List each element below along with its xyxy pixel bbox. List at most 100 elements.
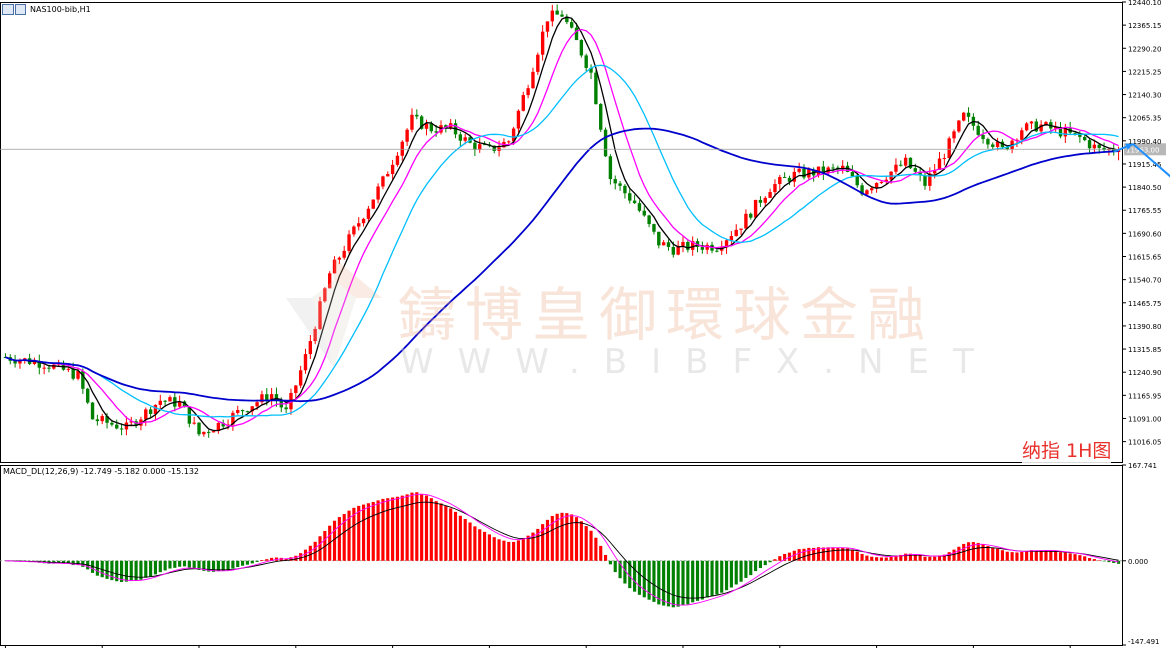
- bear-candle: [265, 394, 269, 402]
- bull-candle: [768, 192, 772, 198]
- bear-candle: [632, 200, 637, 204]
- bear-candle: [105, 416, 109, 423]
- bear-candle: [908, 157, 913, 169]
- y-tick-label: 11315.85: [1128, 346, 1161, 354]
- macd-pane-frame: [0, 465, 1123, 646]
- bear-candle: [182, 401, 187, 408]
- bear-candle: [599, 104, 603, 130]
- bull-candle: [400, 141, 404, 156]
- bear-candle: [555, 10, 559, 15]
- bull-candle: [884, 179, 888, 182]
- bull-candle: [313, 328, 317, 342]
- y-tick-label: 12065.35: [1128, 115, 1161, 123]
- bull-candle: [841, 165, 845, 169]
- bull-candle: [390, 164, 395, 175]
- bull-candle: [739, 228, 743, 230]
- bull-candle: [531, 71, 535, 89]
- macd-y-tick-label: 167.741: [1128, 462, 1157, 470]
- y-tick-label: 11240.90: [1128, 369, 1161, 377]
- bull-candle: [1029, 121, 1034, 124]
- bull-candle: [231, 412, 235, 425]
- bear-candle: [584, 55, 588, 68]
- bear-candle: [574, 27, 579, 41]
- bear-candle: [13, 360, 17, 364]
- bear-candle: [115, 424, 119, 429]
- bear-candle: [245, 411, 250, 413]
- y-tick-label: 11615.65: [1128, 254, 1161, 262]
- bear-candle: [991, 144, 995, 147]
- bull-candle: [298, 370, 303, 386]
- bear-candle: [90, 402, 95, 420]
- bull-candle: [724, 240, 729, 248]
- macd-y-tick-label: -147.491: [1128, 638, 1159, 646]
- bear-candle: [434, 131, 438, 133]
- bear-candle: [821, 166, 826, 174]
- bear-candle: [652, 224, 656, 232]
- bear-candle: [444, 125, 448, 128]
- y-tick-label: 12365.15: [1128, 22, 1161, 30]
- bull-candle: [18, 360, 22, 364]
- bull-candle: [216, 422, 221, 432]
- bear-candle: [647, 215, 651, 225]
- bear-candle: [419, 116, 424, 129]
- bull-candle: [153, 404, 158, 414]
- bull-candle: [76, 371, 80, 379]
- bull-candle: [536, 54, 540, 72]
- bear-candle: [589, 67, 593, 73]
- bear-candle: [671, 246, 676, 255]
- bull-candle: [463, 137, 467, 141]
- bear-candle: [986, 139, 990, 145]
- bull-candle: [1024, 123, 1029, 131]
- bear-candle: [565, 16, 569, 23]
- watermark-company: 鑄博皇御環球金融: [398, 281, 935, 349]
- bear-candle: [981, 134, 985, 140]
- bull-candle: [879, 181, 884, 183]
- bull-candle: [323, 288, 327, 302]
- bull-candle: [42, 367, 46, 369]
- y-tick-label: 11765.55: [1128, 207, 1161, 215]
- bull-candle: [236, 410, 240, 413]
- bull-candle: [478, 144, 482, 150]
- bull-candle: [192, 422, 196, 424]
- bull-candle: [405, 129, 409, 142]
- bull-candle: [521, 95, 525, 111]
- bull-candle: [100, 416, 104, 422]
- ma-line-medium: [5, 28, 1119, 427]
- y-tick-label: 11990.40: [1128, 138, 1161, 146]
- bull-candle: [932, 169, 937, 174]
- bull-candle: [942, 158, 947, 160]
- bull-candle: [308, 341, 313, 355]
- bull-candle: [202, 431, 206, 435]
- bull-candle: [410, 114, 414, 130]
- bear-candle: [642, 210, 646, 216]
- bear-candle: [758, 199, 763, 203]
- bull-candle: [294, 385, 298, 393]
- bear-candle: [429, 123, 434, 132]
- y-tick-label: 12290.20: [1128, 45, 1161, 53]
- bull-candle: [690, 241, 695, 250]
- bear-candle: [1005, 147, 1009, 150]
- bear-candle: [966, 112, 971, 117]
- bull-candle: [66, 368, 71, 370]
- y-tick-label: 11540.70: [1128, 277, 1161, 285]
- bull-candle: [962, 112, 966, 121]
- y-tick-label: 11390.80: [1128, 323, 1161, 331]
- bull-candle: [937, 158, 942, 170]
- bear-candle: [666, 242, 671, 247]
- bull-candle: [168, 397, 172, 402]
- bear-candle: [918, 171, 922, 176]
- bear-candle: [686, 241, 690, 250]
- bear-candle: [1097, 144, 1101, 148]
- chart-window-icon[interactable]: [2, 3, 26, 15]
- bull-candle: [260, 394, 264, 403]
- bull-candle: [424, 123, 429, 129]
- bull-candle: [1053, 127, 1058, 129]
- projection-arrow-2: [1132, 143, 1170, 178]
- bear-candle: [163, 400, 167, 402]
- bull-candle: [526, 88, 530, 96]
- bear-candle: [594, 72, 598, 105]
- bull-candle: [337, 257, 342, 260]
- bear-candle: [976, 125, 980, 135]
- bull-candle: [1063, 128, 1068, 137]
